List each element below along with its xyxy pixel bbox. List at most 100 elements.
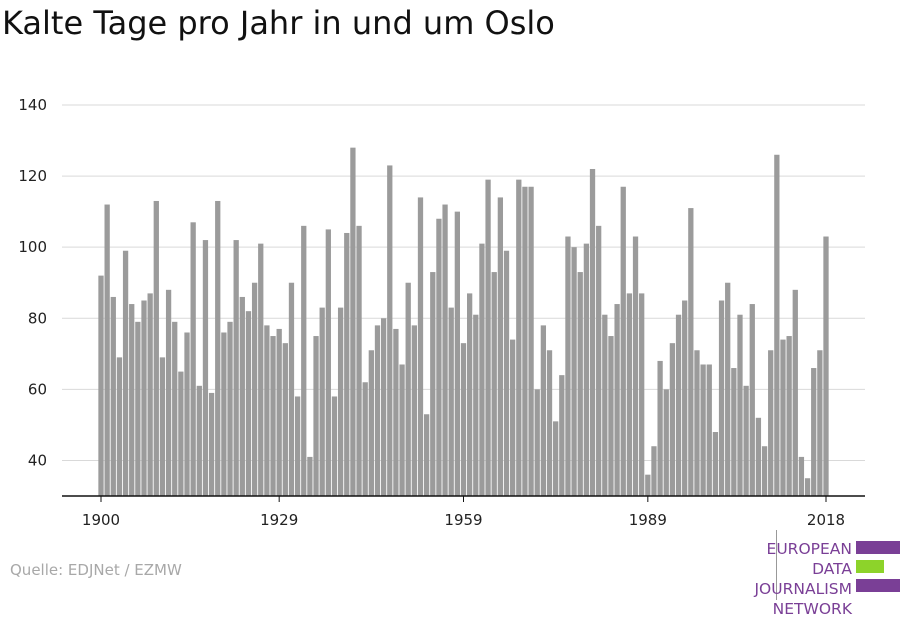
bar <box>712 432 719 496</box>
bar <box>135 321 141 496</box>
bar <box>620 186 626 496</box>
bar <box>147 293 153 496</box>
bar <box>718 300 725 496</box>
bar <box>184 332 190 496</box>
bar <box>768 350 774 496</box>
bar <box>251 282 258 496</box>
bar <box>792 289 798 496</box>
bar <box>172 321 178 496</box>
logo-line-2: DATA JOURNALISM <box>754 560 852 598</box>
bar <box>614 304 620 496</box>
bar <box>528 186 534 496</box>
bar <box>129 304 135 496</box>
bar <box>356 225 362 496</box>
bar <box>675 314 682 496</box>
bar <box>632 236 639 496</box>
bar <box>780 339 786 496</box>
bar <box>430 272 436 496</box>
bar <box>454 211 460 497</box>
bar <box>399 364 405 496</box>
bar <box>460 343 467 496</box>
bar <box>755 417 762 496</box>
bar <box>559 375 565 496</box>
bar <box>331 396 338 496</box>
bar <box>294 396 301 496</box>
bar <box>571 247 577 496</box>
bar <box>122 250 129 496</box>
logo-line-1: EUROPEAN <box>766 540 852 558</box>
bar <box>153 200 159 497</box>
bar <box>215 200 221 497</box>
bar <box>233 240 239 496</box>
bar <box>405 282 411 496</box>
bar <box>589 168 596 496</box>
bar <box>663 389 669 496</box>
bar <box>645 474 651 496</box>
logo-bar-top <box>856 541 900 554</box>
bar <box>737 314 743 496</box>
bar <box>313 336 319 496</box>
y-tick-label: 40 <box>28 451 47 469</box>
bar <box>196 385 202 496</box>
bar <box>639 293 645 496</box>
x-tick-label: 2018 <box>807 511 845 529</box>
bar <box>436 218 442 496</box>
bar <box>516 179 522 497</box>
logo-line-3: NETWORK <box>772 600 852 618</box>
source-note: Quelle: EDJNet / EZMW <box>10 561 182 579</box>
bar <box>510 339 516 496</box>
bar <box>190 222 196 497</box>
x-tick-label: 1929 <box>260 511 298 529</box>
bar <box>602 314 608 496</box>
bar <box>374 325 381 496</box>
bar <box>804 478 811 496</box>
bar <box>159 357 166 496</box>
bar <box>344 232 350 497</box>
bar <box>239 296 245 496</box>
bar <box>774 154 780 496</box>
bar <box>700 364 706 496</box>
bar <box>473 314 479 496</box>
bar <box>448 307 454 496</box>
bar <box>522 186 528 496</box>
bar <box>503 250 510 496</box>
bar <box>221 332 227 496</box>
y-tick-label: 100 <box>18 238 47 256</box>
bar <box>337 307 344 496</box>
bar <box>577 272 583 496</box>
x-tick-label: 1959 <box>444 511 482 529</box>
bar <box>380 318 387 496</box>
bar <box>497 197 504 496</box>
edjnet-logo: EUROPEAN DATA JOURNALISM NETWORK <box>710 530 900 618</box>
bar <box>682 300 688 496</box>
bar <box>288 282 295 496</box>
bar <box>178 371 184 496</box>
bar <box>104 204 110 496</box>
bar <box>245 311 252 496</box>
bar <box>165 289 172 496</box>
bar <box>786 336 792 496</box>
bar <box>608 336 614 496</box>
logo-bar-bottom <box>856 579 900 592</box>
bar <box>202 240 209 496</box>
bar <box>393 328 399 496</box>
bar <box>301 225 307 496</box>
bar <box>442 204 448 496</box>
bar <box>350 147 356 496</box>
bar <box>798 456 805 496</box>
bar <box>657 360 663 496</box>
bar <box>534 389 540 496</box>
bar <box>319 307 325 496</box>
bar <box>546 350 553 496</box>
bar <box>467 293 473 496</box>
bar <box>368 350 374 496</box>
chart-title: Kalte Tage pro Jahr in und um Oslo <box>2 4 555 42</box>
y-tick-label: 60 <box>28 380 47 398</box>
bar <box>583 243 590 496</box>
logo-text: EUROPEAN DATA JOURNALISM NETWORK <box>710 539 852 619</box>
bar <box>258 243 264 496</box>
bar <box>761 446 768 496</box>
bar <box>669 343 676 496</box>
bar <box>540 325 547 496</box>
bar <box>141 300 147 496</box>
